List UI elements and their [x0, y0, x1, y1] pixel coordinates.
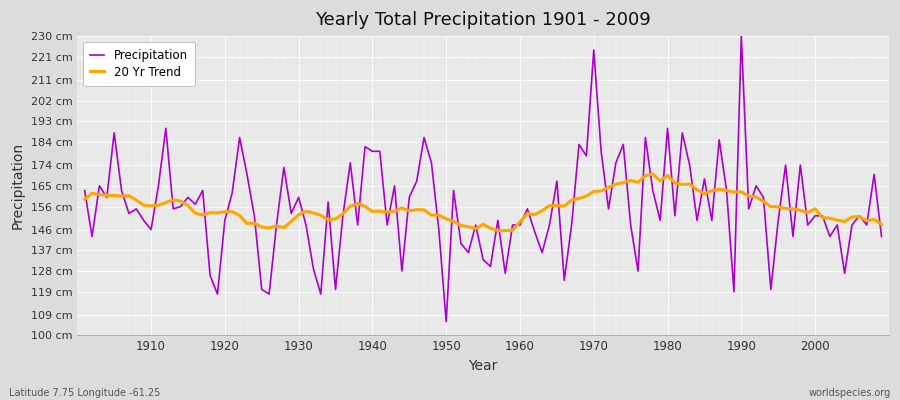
Precipitation: [139, 218, 149, 223]
Precipitation: [610, 160, 621, 165]
20 Yr Trend: [876, 222, 886, 227]
Line: 20 Yr Trend: 20 Yr Trend: [85, 174, 881, 231]
Precipitation: [301, 222, 311, 227]
Precipitation: [441, 319, 452, 324]
20 Yr Trend: [345, 204, 356, 209]
Precipitation: [79, 188, 90, 193]
Title: Yearly Total Precipitation 1901 - 2009: Yearly Total Precipitation 1901 - 2009: [315, 11, 651, 29]
Y-axis label: Precipitation: Precipitation: [11, 142, 25, 230]
Precipitation: [736, 34, 747, 39]
20 Yr Trend: [647, 172, 658, 176]
20 Yr Trend: [301, 209, 311, 214]
20 Yr Trend: [522, 211, 533, 216]
Precipitation: [522, 206, 533, 211]
20 Yr Trend: [610, 182, 621, 187]
Line: Precipitation: Precipitation: [85, 36, 881, 322]
Text: worldspecies.org: worldspecies.org: [809, 388, 891, 398]
20 Yr Trend: [500, 228, 510, 233]
Precipitation: [345, 160, 356, 165]
Legend: Precipitation, 20 Yr Trend: Precipitation, 20 Yr Trend: [83, 42, 195, 86]
Text: Latitude 7.75 Longitude -61.25: Latitude 7.75 Longitude -61.25: [9, 388, 160, 398]
Precipitation: [876, 234, 886, 239]
20 Yr Trend: [515, 220, 526, 224]
20 Yr Trend: [79, 197, 90, 202]
X-axis label: Year: Year: [468, 359, 498, 373]
20 Yr Trend: [139, 203, 149, 208]
Precipitation: [515, 222, 526, 227]
